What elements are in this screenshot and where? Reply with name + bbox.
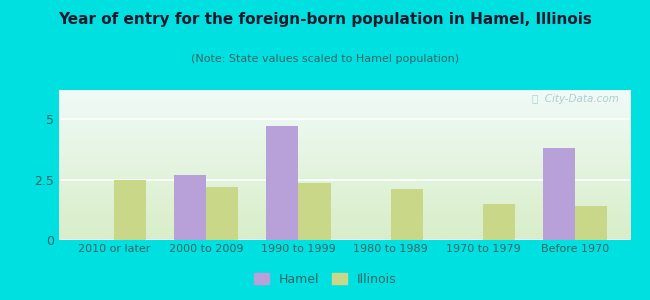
Bar <box>543 148 575 240</box>
Bar <box>483 204 515 240</box>
Text: Year of entry for the foreign-born population in Hamel, Illinois: Year of entry for the foreign-born popul… <box>58 12 592 27</box>
Bar <box>575 206 608 240</box>
Bar <box>206 187 239 240</box>
Bar <box>298 183 331 240</box>
Bar <box>114 179 146 240</box>
Bar <box>266 126 298 240</box>
Text: ⓘ  City-Data.com: ⓘ City-Data.com <box>532 94 619 104</box>
Legend: Hamel, Illinois: Hamel, Illinois <box>249 268 401 291</box>
Bar <box>174 175 206 240</box>
Text: (Note: State values scaled to Hamel population): (Note: State values scaled to Hamel popu… <box>191 54 459 64</box>
Bar <box>391 189 423 240</box>
